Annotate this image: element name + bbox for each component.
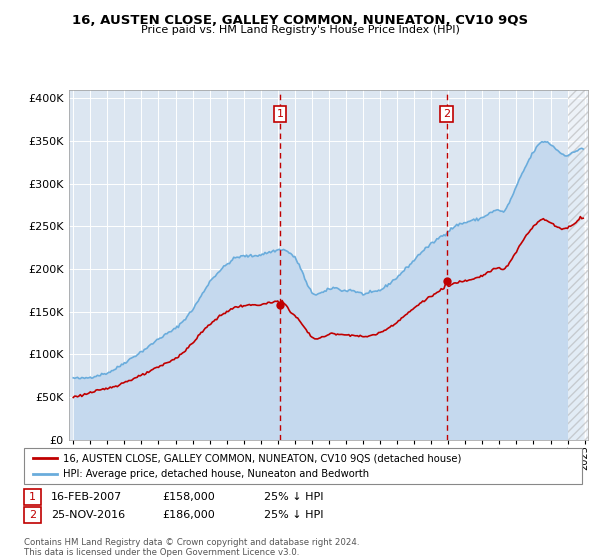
Text: 2: 2 [29,510,36,520]
Text: 16-FEB-2007: 16-FEB-2007 [51,492,122,502]
Text: Contains HM Land Registry data © Crown copyright and database right 2024.
This d: Contains HM Land Registry data © Crown c… [24,538,359,557]
Bar [568,90,588,440]
Text: 16, AUSTEN CLOSE, GALLEY COMMON, NUNEATON, CV10 9QS: 16, AUSTEN CLOSE, GALLEY COMMON, NUNEATO… [72,14,528,27]
Text: 2: 2 [443,109,450,119]
Text: 25% ↓ HPI: 25% ↓ HPI [264,492,323,502]
Text: £158,000: £158,000 [162,492,215,502]
Text: HPI: Average price, detached house, Nuneaton and Bedworth: HPI: Average price, detached house, Nune… [63,469,369,479]
Text: £186,000: £186,000 [162,510,215,520]
Text: 16, AUSTEN CLOSE, GALLEY COMMON, NUNEATON, CV10 9QS (detached house): 16, AUSTEN CLOSE, GALLEY COMMON, NUNEATO… [63,453,461,463]
Text: 1: 1 [29,492,36,502]
Text: Price paid vs. HM Land Registry's House Price Index (HPI): Price paid vs. HM Land Registry's House … [140,25,460,35]
Text: 25-NOV-2016: 25-NOV-2016 [51,510,125,520]
Text: 25% ↓ HPI: 25% ↓ HPI [264,510,323,520]
Text: 1: 1 [277,109,283,119]
